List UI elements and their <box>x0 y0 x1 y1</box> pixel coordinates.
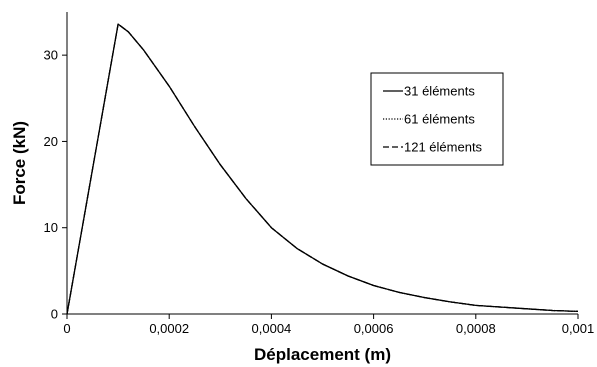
series-line-1 <box>66 23 579 315</box>
x-ticks: 0 0,0002 0,0004 0,0006 0,0008 0,001 <box>63 314 594 336</box>
y-ticks: 0 10 20 30 <box>44 48 67 322</box>
y-tick-label: 10 <box>44 220 58 235</box>
x-tick-label: 0,0006 <box>354 321 394 336</box>
y-axis-title: Force (kN) <box>10 121 29 205</box>
x-tick-label: 0 <box>63 321 70 336</box>
legend-box <box>370 72 504 166</box>
series-line-0 <box>66 23 579 315</box>
legend: 31 éléments 61 éléments 121 éléments <box>370 72 504 166</box>
y-tick-label: 30 <box>44 48 58 63</box>
legend-label: 31 éléments <box>404 84 475 99</box>
x-tick-label: 0,0008 <box>456 321 496 336</box>
x-axis-title: Déplacement (m) <box>254 345 391 364</box>
x-tick-label: 0,001 <box>562 321 595 336</box>
legend-label: 61 éléments <box>404 112 475 127</box>
y-tick-label: 20 <box>44 134 58 149</box>
legend-label: 121 éléments <box>404 140 483 155</box>
series-line-2 <box>66 23 579 315</box>
y-tick-label: 0 <box>51 307 58 322</box>
axes <box>66 12 578 315</box>
x-tick-label: 0,0004 <box>252 321 292 336</box>
series-layer <box>66 23 579 315</box>
x-tick-label: 0,0002 <box>149 321 189 336</box>
